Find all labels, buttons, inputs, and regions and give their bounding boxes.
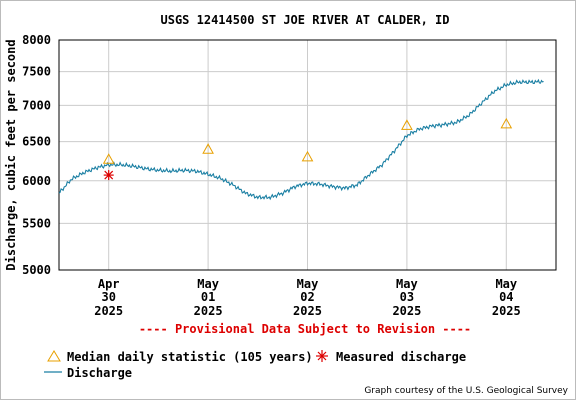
median-point: [102, 153, 115, 164]
discharge-line: [58, 78, 544, 201]
median-point: [301, 150, 314, 162]
median-point: [500, 117, 513, 129]
y-axis: 8000 7500 7000 6500 6000 5500 5000: [22, 33, 51, 277]
x-tick-day: 04: [499, 290, 513, 304]
y-tick-label: 5000: [22, 263, 51, 277]
legend-discharge-label: Discharge: [67, 366, 132, 380]
plot-area: [58, 39, 557, 271]
provisional-note: ---- Provisional Data Subject to Revisio…: [139, 322, 471, 336]
x-tick-month: May: [297, 277, 319, 291]
x-tick-month: May: [495, 277, 517, 291]
chart-title: USGS 12414500 ST JOE RIVER AT CALDER, ID: [161, 13, 450, 27]
x-tick-year: 2025: [392, 304, 421, 318]
x-tick-month: May: [197, 277, 219, 291]
x-tick-day: 30: [101, 290, 115, 304]
x-tick-day: 02: [300, 290, 314, 304]
x-tick-year: 2025: [293, 304, 322, 318]
credit-text: Graph courtesy of the U.S. Geological Su…: [364, 386, 568, 396]
x-axis: Apr302025May012025May022025May032025May0…: [94, 277, 521, 318]
y-tick-label: 7000: [22, 98, 51, 112]
legend-measured-label: Measured discharge: [336, 350, 466, 364]
y-tick-label: 8000: [22, 33, 51, 47]
legend-median-symbol: [47, 350, 61, 362]
x-tick-year: 2025: [94, 304, 123, 318]
y-tick-label: 7500: [22, 65, 51, 79]
data-marks: [58, 78, 544, 201]
median-point: [202, 143, 214, 154]
x-tick-month: May: [396, 277, 418, 291]
x-tick-day: 01: [201, 290, 215, 304]
y-tick-label: 5500: [22, 216, 51, 230]
x-tick-month: Apr: [98, 277, 120, 291]
legend-measured-symbol: [316, 350, 328, 362]
x-tick-year: 2025: [194, 304, 223, 318]
x-tick-day: 03: [400, 290, 414, 304]
legend: Median daily statistic (105 years) Measu…: [44, 350, 466, 380]
median-point: [401, 119, 413, 130]
x-tick-year: 2025: [492, 304, 521, 318]
legend-median-label: Median daily statistic (105 years): [67, 350, 313, 364]
y-tick-label: 6500: [22, 135, 51, 149]
y-tick-label: 6000: [22, 174, 51, 188]
measured-point: [103, 170, 114, 181]
y-axis-label: Discharge, cubic feet per second: [4, 39, 18, 270]
